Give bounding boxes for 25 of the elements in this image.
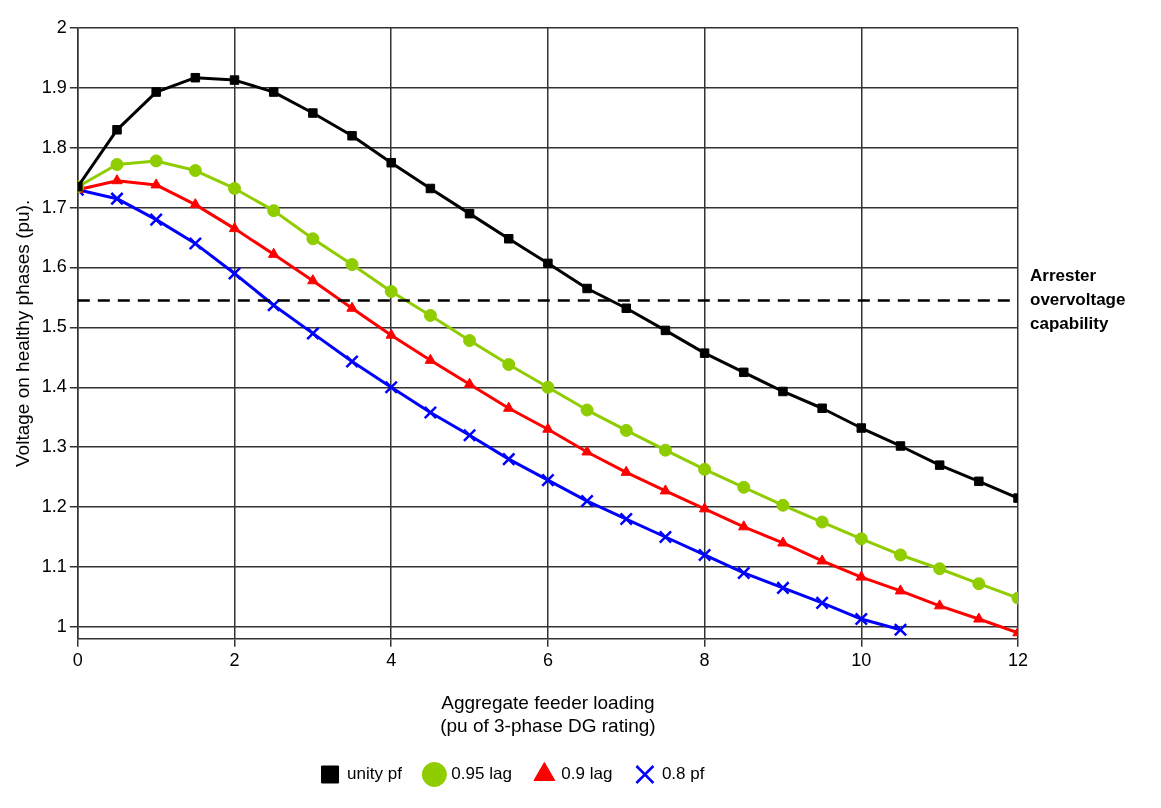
y-tick-label: 1.4 <box>41 376 67 397</box>
x-tick-label: 6 <box>542 649 553 670</box>
legend-label: 0.95 lag <box>451 764 512 784</box>
y-tick-label: 1.9 <box>41 76 67 97</box>
x-tick-label: 0 <box>72 649 83 670</box>
y-tick-label: 1.1 <box>41 555 67 576</box>
y-tick-label: 2 <box>56 16 67 37</box>
y-tick-label: 1.3 <box>41 436 67 457</box>
y-tick-label: 1 <box>56 615 67 636</box>
legend-label: 0.9 lag <box>561 764 613 784</box>
x-tick-label: 12 <box>1007 649 1029 670</box>
y-axis-title: Voltage on healthy phases (pu). <box>11 199 33 468</box>
y-tick-label: 1.2 <box>41 496 67 517</box>
ref-line-label: Arrester overvoltage capability <box>1030 266 1126 334</box>
y-tick-label: 1.8 <box>41 136 67 157</box>
legend-label: 0.8 pf <box>661 764 705 784</box>
x-axis-title: Aggregate feeder loading (pu of 3-phase DG rating) <box>440 692 656 736</box>
x-tick-label: 4 <box>386 649 397 670</box>
y-tick-label: 1.7 <box>41 196 67 217</box>
y-tick-label: 1.5 <box>41 316 67 337</box>
x-tick-label: 2 <box>229 649 240 670</box>
x-tick-label: 10 <box>851 649 872 670</box>
legend-label: unity pf <box>347 764 403 784</box>
x-tick-label: 8 <box>699 649 710 670</box>
y-tick-label: 1.6 <box>41 256 67 277</box>
